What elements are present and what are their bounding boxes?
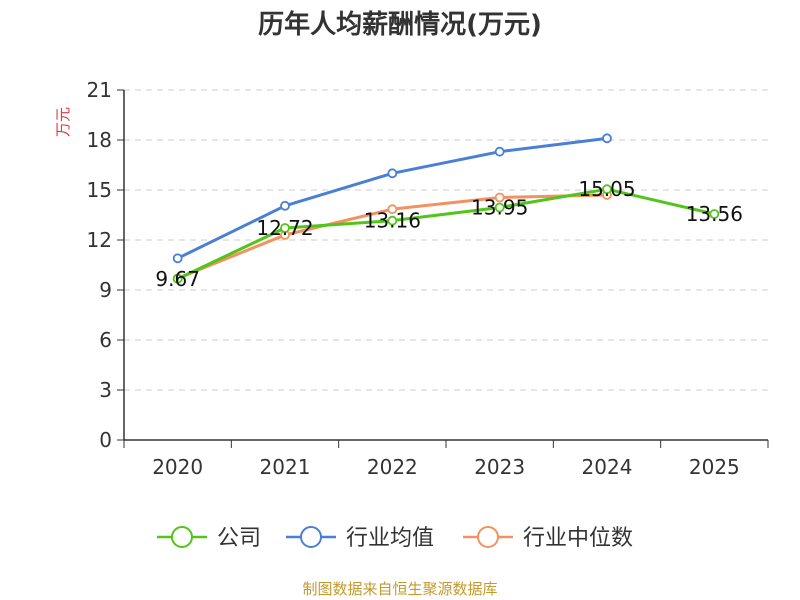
y-tick-label: 3 (99, 378, 112, 402)
data-label: 9.67 (155, 267, 200, 291)
data-point[interactable] (602, 184, 612, 195)
y-tick-label: 6 (99, 328, 112, 352)
x-tick-label: 2025 (689, 455, 740, 479)
legend-label[interactable]: 公司 (217, 526, 261, 551)
data-point[interactable] (709, 209, 720, 219)
data-point[interactable] (387, 204, 398, 215)
data-label: 15.05 (578, 177, 635, 201)
axes: 0 3 6 9 12 15 18 21 2020 2021 2022 2023 2024 2025 (87, 78, 769, 479)
data-labels: 9.67 12.72 13.16 13.95 15.05 13.56 (155, 177, 743, 291)
legend-marker (477, 526, 499, 548)
legend-marker (300, 526, 322, 548)
data-point[interactable] (494, 192, 505, 203)
legend-label[interactable]: 行业均值 (346, 526, 434, 551)
data-label: 12.72 (256, 216, 313, 240)
legend-label[interactable]: 行业中位数 (523, 526, 633, 551)
y-tick-label: 12 (87, 228, 112, 252)
data-point[interactable] (172, 273, 183, 284)
y-axis-label: 万元 (54, 107, 72, 137)
data-label: 13.56 (686, 202, 743, 226)
data-point[interactable] (387, 168, 398, 179)
data-point[interactable] (387, 215, 398, 226)
x-tick-label: 2021 (260, 455, 311, 479)
x-tick-label: 2020 (152, 455, 203, 479)
chart-title: 历年人均薪酬情况(万元) (258, 9, 542, 40)
y-tick-label: 9 (99, 278, 112, 302)
x-tick-label: 2022 (367, 455, 418, 479)
data-label: 13.16 (364, 209, 421, 233)
grid (124, 89, 768, 391)
data-point[interactable] (172, 253, 183, 264)
series-line-0 (177, 187, 715, 281)
data-point[interactable] (280, 223, 290, 233)
data-point[interactable] (494, 202, 505, 213)
source-note: 制图数据来自恒生聚源数据库 (302, 580, 497, 598)
y-tick-label: 18 (87, 128, 112, 152)
data-label: 13.95 (471, 196, 528, 220)
x-tick-label: 2023 (474, 455, 525, 479)
data-point[interactable] (602, 133, 612, 144)
legend[interactable]: 公司 行业均值 行业中位数 (157, 526, 633, 551)
x-tick-label: 2024 (582, 455, 633, 479)
y-tick-label: 15 (87, 178, 112, 202)
legend-marker (171, 526, 193, 548)
y-tick-label: 21 (87, 78, 112, 102)
data-point[interactable] (494, 146, 505, 157)
series-group (172, 133, 720, 284)
data-point[interactable] (280, 200, 290, 211)
y-tick-label: 0 (99, 428, 112, 452)
